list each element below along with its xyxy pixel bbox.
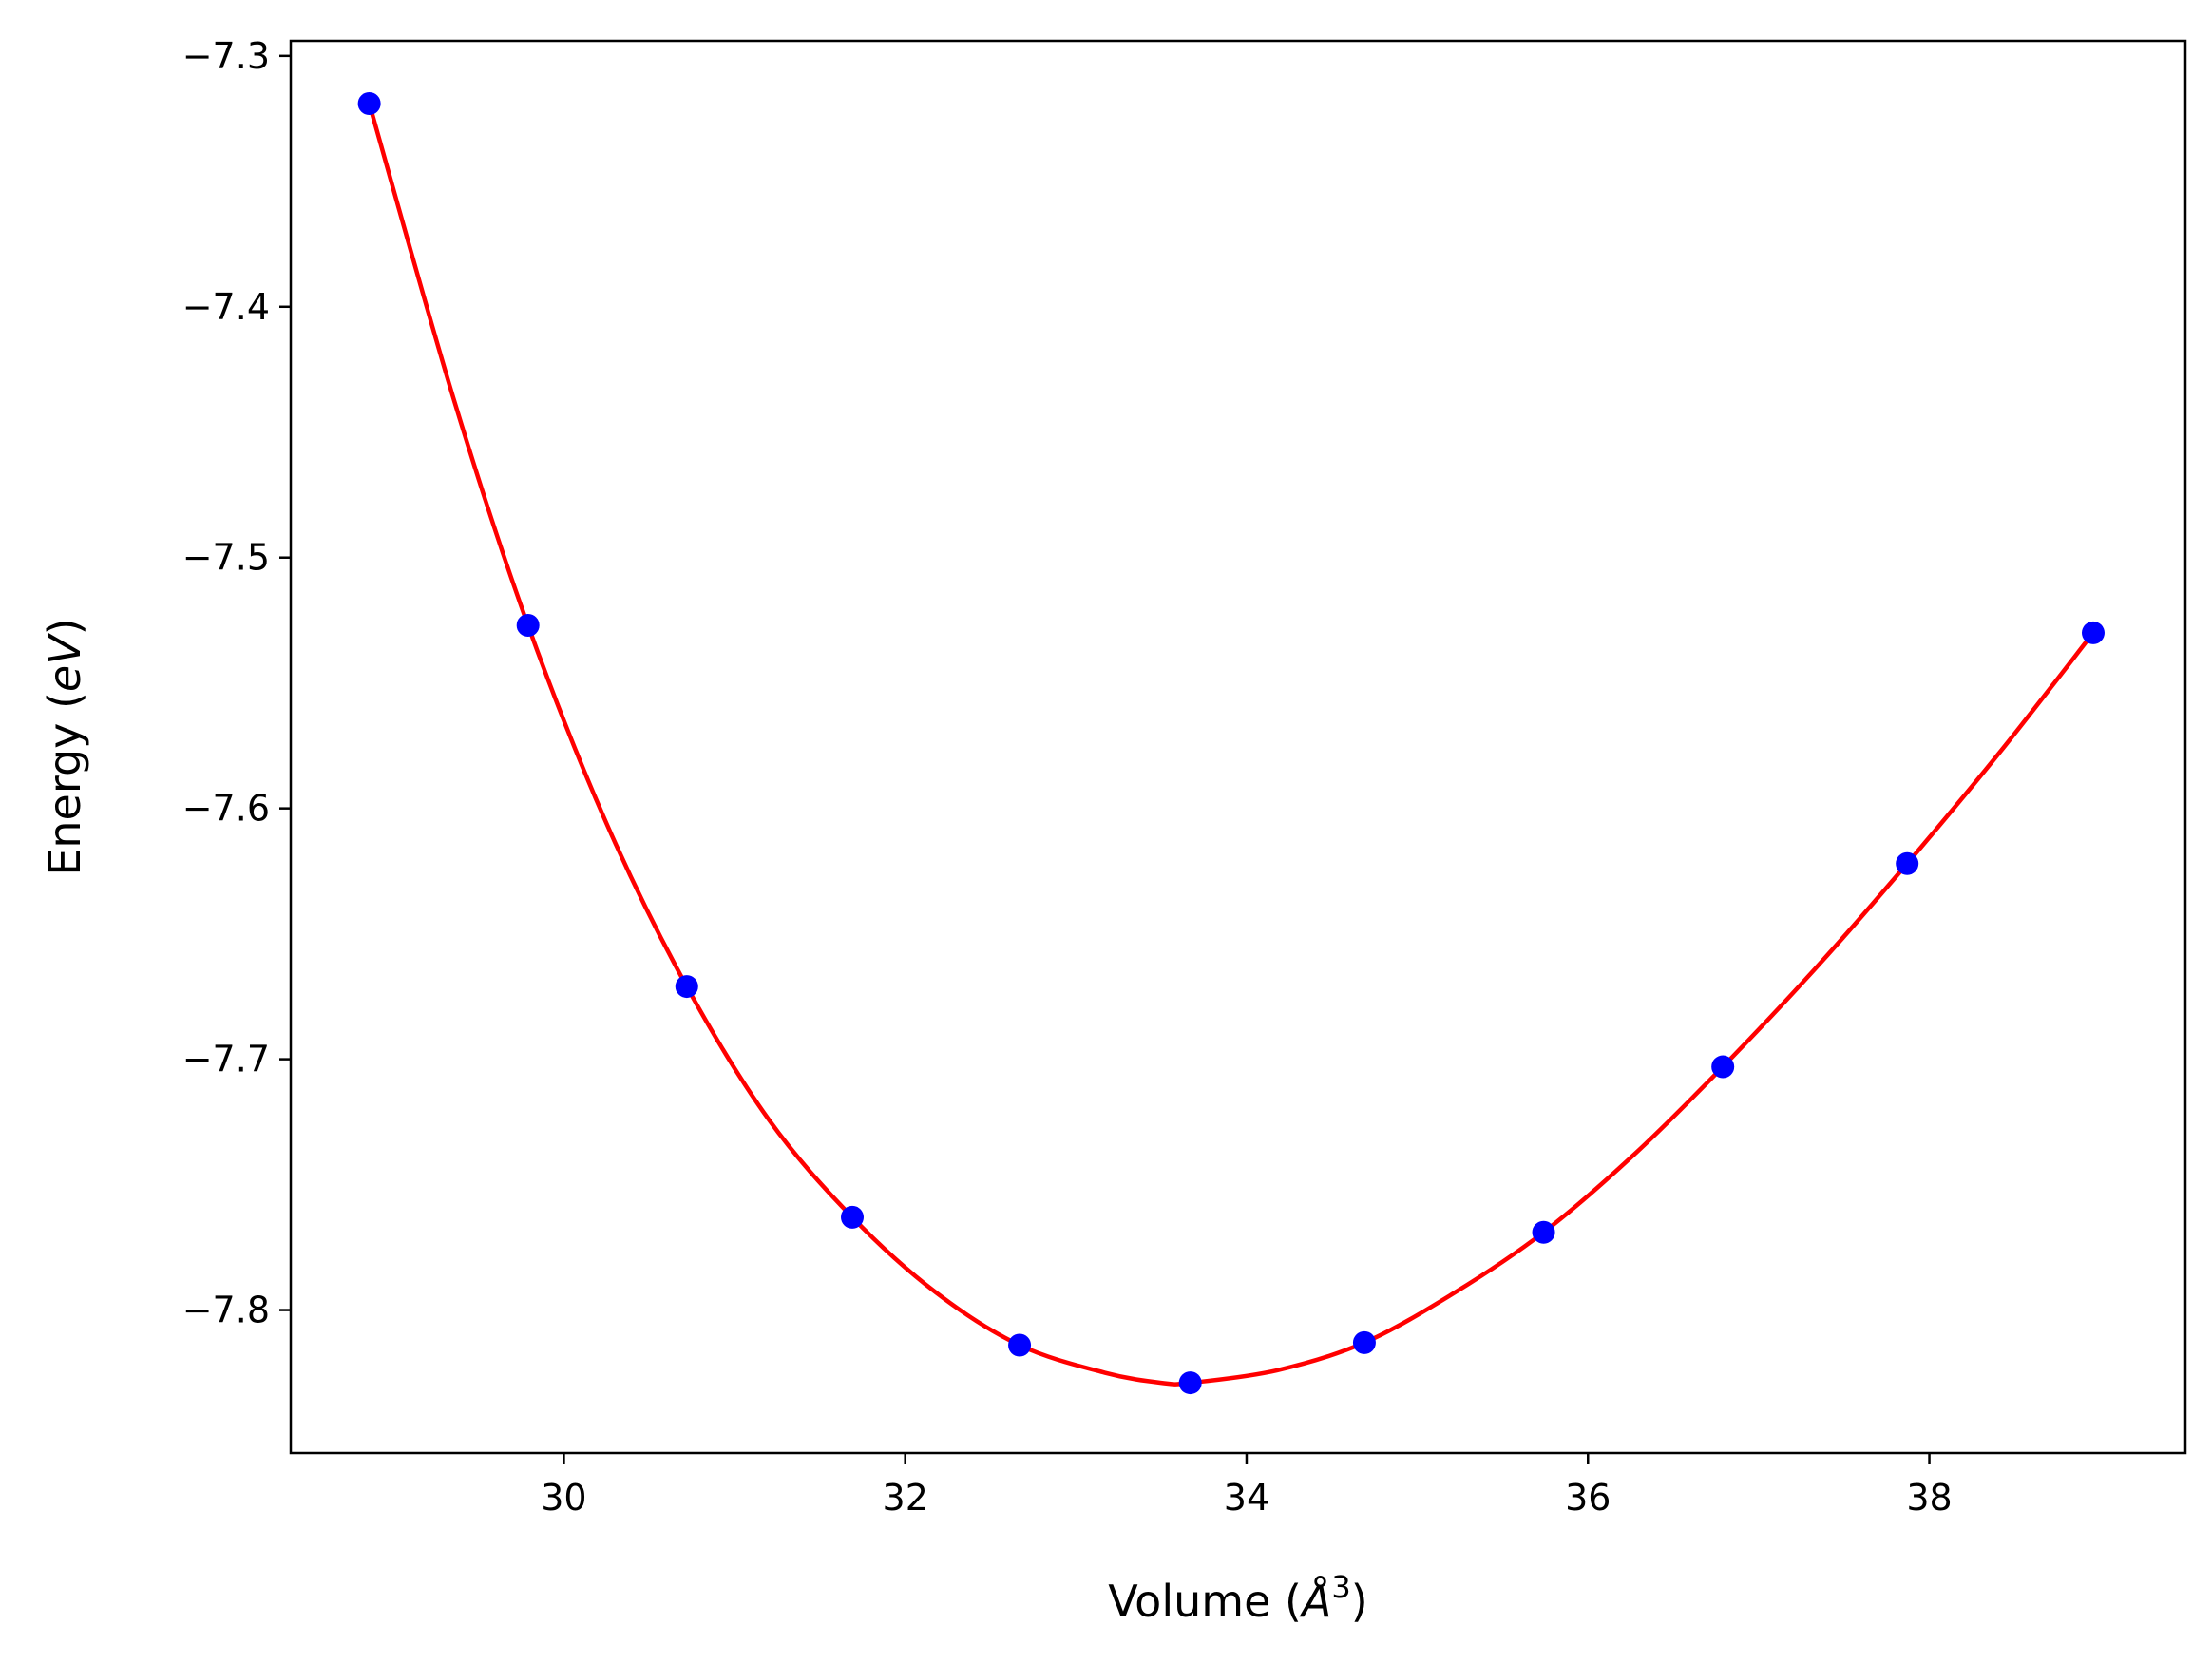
y-tick-label: −7.3 — [182, 35, 270, 77]
data-point — [516, 613, 540, 637]
data-point — [1178, 1371, 1202, 1395]
x-tick-label: 38 — [1906, 1477, 1952, 1519]
x-tick-label: 34 — [1224, 1477, 1269, 1519]
x-tick-label: 30 — [541, 1477, 586, 1519]
y-axis-label: Energy (eV) — [39, 618, 90, 875]
data-point — [1532, 1220, 1555, 1244]
data-point — [2081, 621, 2105, 644]
y-tick-label: −7.6 — [182, 788, 270, 830]
fit-curve-layer — [367, 101, 2096, 1387]
data-point — [357, 91, 381, 115]
y-tick-label: −7.5 — [182, 537, 270, 579]
plot-area — [289, 39, 2187, 1455]
y-tick-label: −7.7 — [182, 1039, 270, 1081]
data-point — [1711, 1055, 1735, 1079]
data-point — [1008, 1333, 1032, 1357]
data-point — [1352, 1330, 1376, 1354]
data-points-layer — [357, 91, 2105, 1395]
axis-ticks: 30 32 34 36 38 −7.3 −7.4 −7.5 −7.6 −7.7 −7.8 — [182, 35, 1953, 1519]
x-tick-label: 36 — [1565, 1477, 1611, 1519]
y-tick-label: −7.8 — [182, 1290, 270, 1331]
x-tick-label: 32 — [883, 1477, 928, 1519]
data-point — [675, 975, 698, 999]
data-point — [841, 1205, 865, 1229]
y-tick-label: −7.4 — [182, 286, 270, 328]
fit-curve-line — [367, 101, 2096, 1387]
x-axis-label: Volume (Å3) — [1108, 1569, 1367, 1627]
data-point — [1896, 851, 1919, 875]
